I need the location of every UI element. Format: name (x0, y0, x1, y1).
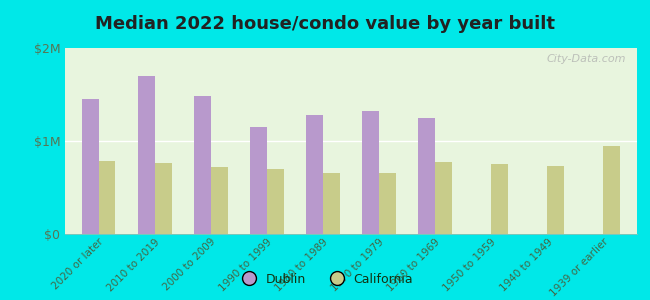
Bar (547, 166, 564, 234)
Text: City-Data.com: City-Data.com (546, 54, 625, 64)
Legend: Dublin, California: Dublin, California (232, 268, 418, 291)
Bar (435, 162, 452, 234)
Bar (211, 167, 227, 234)
Bar (155, 163, 172, 234)
Bar (306, 115, 323, 234)
Bar (138, 76, 155, 234)
Bar (419, 118, 435, 234)
Bar (379, 172, 396, 234)
Bar (491, 164, 508, 234)
Bar (82, 99, 99, 234)
Bar (250, 127, 267, 234)
Bar (362, 111, 379, 234)
Bar (194, 96, 211, 234)
Bar (603, 146, 620, 234)
Bar (267, 169, 283, 234)
Bar (323, 172, 340, 234)
Text: Median 2022 house/condo value by year built: Median 2022 house/condo value by year bu… (95, 15, 555, 33)
Bar (99, 161, 116, 234)
